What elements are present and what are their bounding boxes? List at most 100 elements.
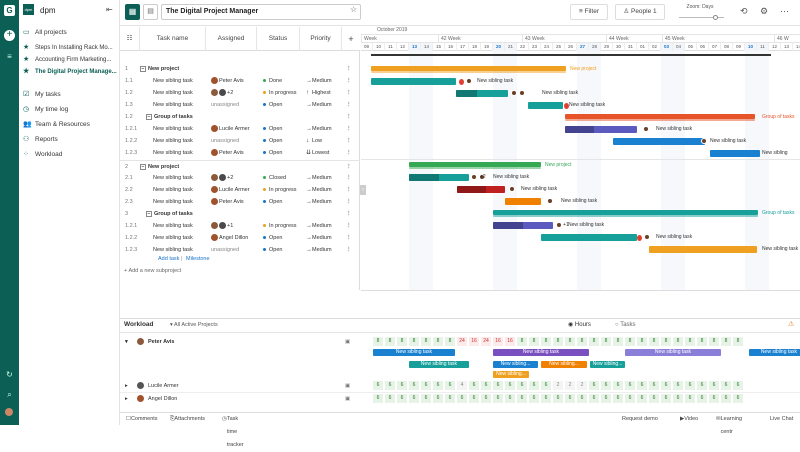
workload-cell[interactable]: 2 [577, 381, 587, 390]
assignee-cell[interactable]: Lucile Armer [211, 123, 250, 135]
history-icon[interactable]: ⟲ [740, 6, 748, 16]
task-row[interactable]: 2.2 New sibling task Lucile Armer In progre… [120, 184, 360, 196]
workload-cell[interactable]: 6 [577, 394, 587, 403]
workload-cell[interactable]: 6 [469, 394, 479, 403]
expand-icon[interactable]: ▸ [125, 396, 128, 402]
task-row[interactable]: 1.1 New sibling task Peter Avis Done →Medium… [120, 75, 360, 87]
calendar-icon[interactable]: ▣ [345, 383, 351, 389]
workload-cell[interactable]: 8 [553, 337, 563, 346]
search-icon[interactable]: ⌕ [7, 390, 12, 399]
priority-cell[interactable]: →Medium [306, 123, 332, 135]
workload-cell[interactable]: 2 [565, 381, 575, 390]
task-bar[interactable] [409, 174, 469, 181]
group-row[interactable]: 1.2 − Group of tasks ⋮ [120, 111, 360, 123]
workload-cell[interactable]: 8 [589, 337, 599, 346]
workload-cell[interactable]: 6 [697, 394, 707, 403]
row-menu-icon[interactable]: ⋮ [346, 223, 352, 229]
people-button[interactable]: ♙ People 1 [615, 4, 665, 20]
assignee-cell[interactable]: Peter Avis [211, 196, 244, 208]
row-menu-icon[interactable]: ⋮ [346, 175, 352, 181]
priority-cell[interactable]: →Medium [306, 99, 332, 111]
workload-cell[interactable]: 6 [421, 394, 431, 403]
row-menu-icon[interactable]: ⋮ [346, 90, 352, 96]
priority-cell[interactable]: →Medium [306, 184, 332, 196]
workload-cell[interactable]: 6 [409, 394, 419, 403]
row-menu-icon[interactable]: ⋮ [346, 114, 352, 120]
workload-task-bar[interactable]: New sibling... [541, 361, 587, 368]
task-name[interactable]: − New project [140, 163, 180, 170]
assignee-cell[interactable]: +1 [211, 220, 233, 232]
workload-cell[interactable]: 8 [385, 337, 395, 346]
workload-cell[interactable]: 6 [721, 381, 731, 390]
project-title-input[interactable]: The Digital Project Manager [161, 4, 361, 20]
learning-center-link[interactable]: ✉ Learning centr [716, 416, 743, 435]
add-column-button[interactable]: + [348, 34, 354, 44]
header-priority[interactable]: Priority [300, 27, 342, 51]
workload-cell[interactable]: 6 [493, 381, 503, 390]
task-bar[interactable] [493, 222, 553, 229]
workload-cell[interactable]: 6 [697, 381, 707, 390]
workload-cell[interactable]: 16 [505, 337, 515, 346]
workload-cell[interactable]: 6 [373, 394, 383, 403]
workload-cell[interactable]: 6 [493, 394, 503, 403]
assignee-cell[interactable]: unassigned [211, 247, 240, 253]
workload-cell[interactable]: 8 [697, 337, 707, 346]
add-icon[interactable]: + [4, 30, 15, 41]
status-cell[interactable]: Open [263, 196, 282, 208]
collapse-icon[interactable]: ⇤ [106, 5, 113, 14]
workload-cell[interactable]: 24 [481, 337, 491, 346]
collapse-grid-handle[interactable]: ‹ [360, 185, 366, 195]
task-name[interactable]: New sibling task [153, 78, 193, 84]
workload-cell[interactable]: 8 [733, 337, 743, 346]
workload-cell[interactable]: 6 [613, 394, 623, 403]
task-row[interactable]: 1.2.3 New sibling task Peter Avis Open ⇊Lowe… [120, 147, 360, 159]
favorite-star-icon[interactable]: ☆ [350, 5, 358, 14]
workload-task-bar[interactable]: New sibling task [373, 349, 455, 356]
status-cell[interactable]: In progress [263, 184, 297, 196]
workload-cell[interactable]: 6 [481, 381, 491, 390]
workload-cell[interactable]: 6 [637, 394, 647, 403]
workload-task-bar[interactable]: New sibling task [409, 361, 469, 368]
workload-person-row[interactable]: ▾ Peter Avis ▣ [120, 336, 360, 348]
workload-cell[interactable]: 6 [505, 381, 515, 390]
workload-task-bar[interactable]: New sibling task [749, 349, 800, 356]
task-bar[interactable] [528, 102, 563, 109]
tasks-radio[interactable]: ○ Tasks [615, 322, 636, 328]
app-logo[interactable]: G [4, 5, 15, 16]
collapse-icon[interactable]: − [146, 113, 152, 120]
task-name[interactable]: − New project [140, 65, 180, 72]
status-cell[interactable]: Open [263, 135, 282, 147]
workload-cell[interactable]: 6 [601, 381, 611, 390]
gantt-view-icon[interactable]: ▦ [125, 4, 140, 20]
status-cell[interactable]: Closed [263, 172, 286, 184]
workload-cell[interactable]: 6 [469, 381, 479, 390]
task-name[interactable]: New sibling task [153, 199, 193, 205]
priority-cell[interactable]: ↓ Low [306, 135, 322, 147]
workload-cell[interactable]: 8 [409, 337, 419, 346]
task-bar[interactable] [649, 246, 757, 253]
workload-cell[interactable]: 8 [625, 337, 635, 346]
task-bar[interactable] [456, 90, 508, 97]
workload-cell[interactable]: 6 [733, 381, 743, 390]
workload-task-bar[interactable]: New sibling... [493, 371, 529, 378]
sidebar-item-project[interactable]: ★ Steps In Installing Rack Mo... [23, 42, 119, 54]
workload-cell[interactable]: 24 [457, 337, 467, 346]
expand-icon[interactable]: ▸ [125, 383, 128, 389]
workload-cell[interactable]: 8 [517, 337, 527, 346]
task-bar[interactable] [457, 186, 505, 193]
workload-cell[interactable]: 8 [721, 337, 731, 346]
task-name[interactable]: New sibling task [153, 102, 193, 108]
sidebar-item-reports[interactable]: ⚇ Reports [23, 134, 119, 146]
task-row[interactable]: 1.2.3 New sibling task unassigned Open →Medi… [120, 244, 360, 256]
workload-cell[interactable]: 6 [613, 381, 623, 390]
sidebar-item-workload[interactable]: ⁘ Workload [23, 149, 119, 161]
task-name[interactable]: New sibling task [153, 235, 193, 241]
task-name[interactable]: New sibling task [153, 138, 193, 144]
task-name[interactable]: New sibling task [153, 126, 193, 132]
row-menu-icon[interactable]: ⋮ [346, 102, 352, 108]
workload-cell[interactable]: 6 [709, 381, 719, 390]
calendar-icon[interactable]: ▣ [345, 339, 351, 345]
project-row[interactable]: 2 − New project ⋮ [120, 160, 360, 172]
workload-cell[interactable]: 8 [529, 337, 539, 346]
workload-task-bar[interactable]: New sibling... [590, 361, 625, 368]
